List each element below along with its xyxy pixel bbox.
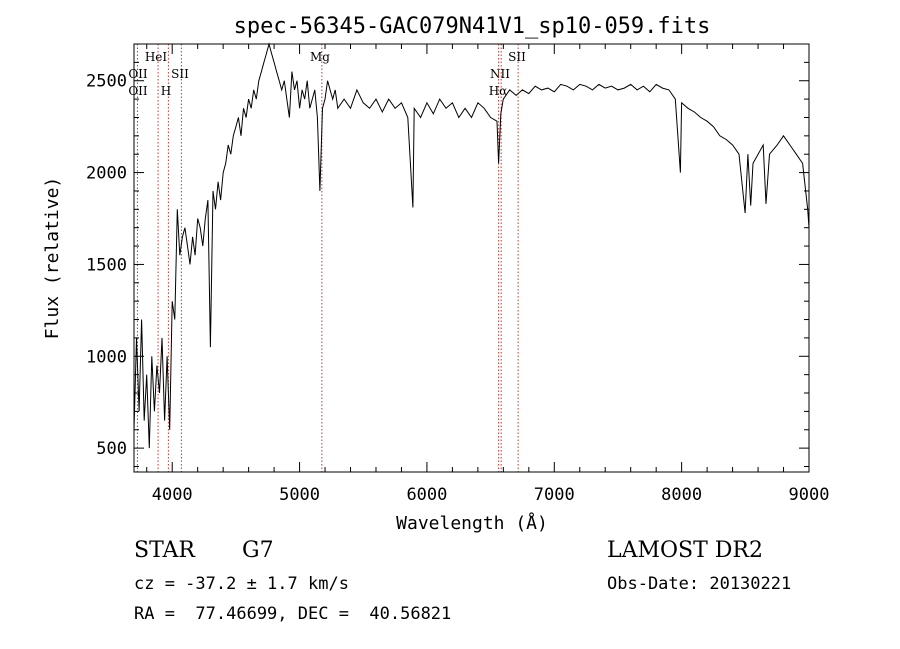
subclass: G7 [242, 538, 274, 563]
spectrum-chart: spec-56345-GAC079N41V1_sp10-059.fits Flu… [42, 14, 829, 534]
x-tick-label: 9000 [789, 485, 830, 505]
line-label: Hα [489, 84, 508, 98]
redshift-velocity: cz = -37.2 ± 1.7 km/s [134, 574, 349, 594]
x-tick-label: 4000 [152, 485, 193, 505]
x-axis-label: Wavelength (Å) [396, 512, 548, 534]
y-tick-label: 1500 [86, 255, 127, 275]
coordinates: RA = 77.46699, DEC = 40.56821 [134, 604, 452, 624]
x-tick-label: 5000 [279, 485, 320, 505]
line-label: SII [171, 67, 189, 81]
y-axis-label: Flux (relative) [42, 177, 63, 340]
axis-ticks: 4000 5000 6000 7000 8000 9000 500 1000 1500 2000 2… [86, 44, 829, 505]
line-label: SII [508, 50, 526, 64]
y-tick-label: 2000 [86, 164, 127, 184]
spectrum-line [133, 42, 810, 449]
chart-title: spec-56345-GAC079N41V1_sp10-059.fits [234, 14, 711, 39]
line-label: Mg [310, 50, 330, 64]
line-label: OII [128, 84, 148, 98]
x-tick-label: 7000 [534, 485, 575, 505]
y-tick-label: 2500 [86, 72, 127, 92]
plot-frame [133, 43, 810, 473]
object-class: STAR [134, 538, 195, 563]
line-label: OII [128, 67, 148, 81]
line-label: H [161, 84, 171, 98]
x-tick-label: 6000 [406, 485, 447, 505]
survey-name: LAMOST DR2 [607, 538, 763, 563]
y-tick-label: 1000 [86, 347, 127, 367]
line-label: NII [490, 67, 510, 81]
x-tick-label: 8000 [661, 485, 702, 505]
observation-date: Obs-Date: 20130221 [607, 574, 792, 594]
y-tick-label: 500 [96, 439, 127, 459]
line-label: HeI [145, 50, 168, 64]
